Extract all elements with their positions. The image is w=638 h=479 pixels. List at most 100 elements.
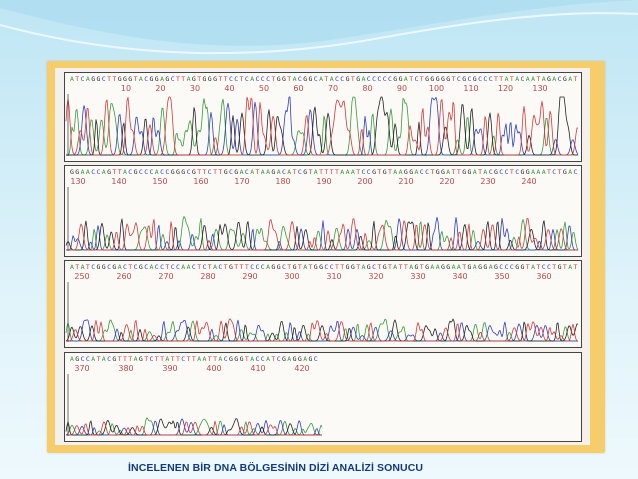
base-call-letter: C — [340, 75, 344, 83]
trace-t — [66, 318, 579, 342]
base-call-letter: C — [377, 75, 381, 83]
position-tick-label: 350 — [494, 272, 509, 281]
base-call-letter: A — [568, 168, 572, 176]
base-call-letter: T — [97, 355, 101, 363]
base-call-letter: T — [213, 168, 217, 176]
base-call-letter: A — [415, 168, 419, 176]
base-call-letter: C — [261, 263, 265, 271]
base-call-letter: G — [234, 355, 238, 363]
position-tick-label: 60 — [293, 84, 303, 93]
base-call-letter: C — [372, 263, 376, 271]
base-call-letter: A — [505, 75, 509, 83]
base-call-letter: T — [75, 75, 79, 83]
base-call-letter: G — [441, 168, 445, 176]
base-call-letter: G — [112, 263, 116, 271]
base-call-letter: C — [256, 75, 260, 83]
base-call-letter: C — [415, 75, 419, 83]
base-call-letter: A — [250, 355, 254, 363]
chromatogram-panel-frame — [64, 352, 582, 442]
base-call-letter: C — [552, 168, 556, 176]
base-call-letter: A — [399, 168, 403, 176]
base-call-letter: T — [420, 75, 424, 83]
base-call-letter: T — [558, 168, 562, 176]
base-call-letter: A — [526, 75, 530, 83]
base-call-letter: C — [97, 168, 101, 176]
base-call-letter: T — [319, 168, 323, 176]
base-call-letter: C — [261, 355, 265, 363]
slide-caption: İNCELENEN BİR DNA BÖLGESİNİN DİZİ ANALİZ… — [128, 462, 424, 474]
base-call-letter: G — [526, 168, 530, 176]
base-call-letter: C — [489, 75, 493, 83]
base-call-letter: T — [399, 263, 403, 271]
base-call-letter: A — [568, 263, 572, 271]
base-call-letter: T — [155, 355, 159, 363]
base-call-letter: T — [165, 263, 169, 271]
base-call-letter: C — [420, 168, 424, 176]
position-tick-label: 260 — [116, 272, 131, 281]
base-call-letter: T — [335, 168, 339, 176]
base-call-letter: G — [282, 75, 286, 83]
base-call-letter: G — [192, 168, 196, 176]
base-call-letter: A — [430, 263, 434, 271]
position-tick-label: 50 — [259, 84, 269, 93]
base-call-letter: G — [446, 75, 450, 83]
base-call-letter: T — [107, 75, 111, 83]
base-call-letter: T — [287, 75, 291, 83]
base-call-letter: T — [86, 263, 90, 271]
base-call-letter: C — [505, 263, 509, 271]
base-call-letter: A — [287, 168, 291, 176]
position-tick-label: 390 — [162, 364, 177, 373]
position-tick-label: 400 — [206, 364, 221, 373]
decorative-wave — [0, 0, 638, 55]
base-call-letter: C — [139, 168, 143, 176]
base-call-letter: T — [208, 355, 212, 363]
base-call-letter: C — [86, 355, 90, 363]
position-tick-label: 120 — [498, 84, 513, 93]
base-call-letter: T — [356, 168, 360, 176]
base-call-letter: C — [499, 168, 503, 176]
base-call-letter: C — [203, 263, 207, 271]
position-tick-label: 130 — [532, 84, 547, 93]
base-call-letter: T — [197, 263, 201, 271]
base-call-letter: A — [446, 168, 450, 176]
base-call-letter: C — [81, 75, 85, 83]
base-call-letter: A — [277, 168, 281, 176]
base-call-letter: A — [393, 168, 397, 176]
position-tick-label: 280 — [200, 272, 215, 281]
base-call-letter: G — [293, 263, 297, 271]
base-call-letter: G — [208, 75, 212, 83]
base-call-letter: A — [314, 168, 318, 176]
base-call-letter: C — [208, 168, 212, 176]
base-call-letter: C — [256, 355, 260, 363]
base-call-letter: A — [536, 168, 540, 176]
base-call-letter: C — [330, 263, 334, 271]
base-call-letter: T — [478, 168, 482, 176]
base-call-letter: A — [404, 75, 408, 83]
base-call-letter: T — [218, 168, 222, 176]
base-call-letter: T — [234, 263, 238, 271]
base-call-letter: G — [155, 75, 159, 83]
base-call-letter: G — [372, 168, 376, 176]
base-call-letter: G — [346, 75, 350, 83]
position-tick-label: 240 — [521, 177, 536, 186]
base-call-letter: G — [425, 75, 429, 83]
base-call-letter: T — [330, 168, 334, 176]
position-tick-label: 160 — [193, 177, 208, 186]
position-tick-label: 340 — [452, 272, 467, 281]
base-call-letter: G — [356, 75, 360, 83]
base-call-letter: A — [362, 75, 366, 83]
base-call-letter: A — [303, 355, 307, 363]
base-call-letter: A — [552, 75, 556, 83]
base-call-letter: C — [266, 75, 270, 83]
base-call-letter: T — [298, 263, 302, 271]
base-call-letter: G — [229, 263, 233, 271]
base-call-letter: G — [123, 75, 127, 83]
base-call-letter: G — [75, 168, 79, 176]
base-call-letter: C — [457, 75, 461, 83]
base-call-letter: A — [102, 355, 106, 363]
base-call-letter: G — [478, 263, 482, 271]
position-tick-label: 150 — [152, 177, 167, 186]
base-call-letter: C — [478, 75, 482, 83]
base-call-letter: C — [542, 263, 546, 271]
